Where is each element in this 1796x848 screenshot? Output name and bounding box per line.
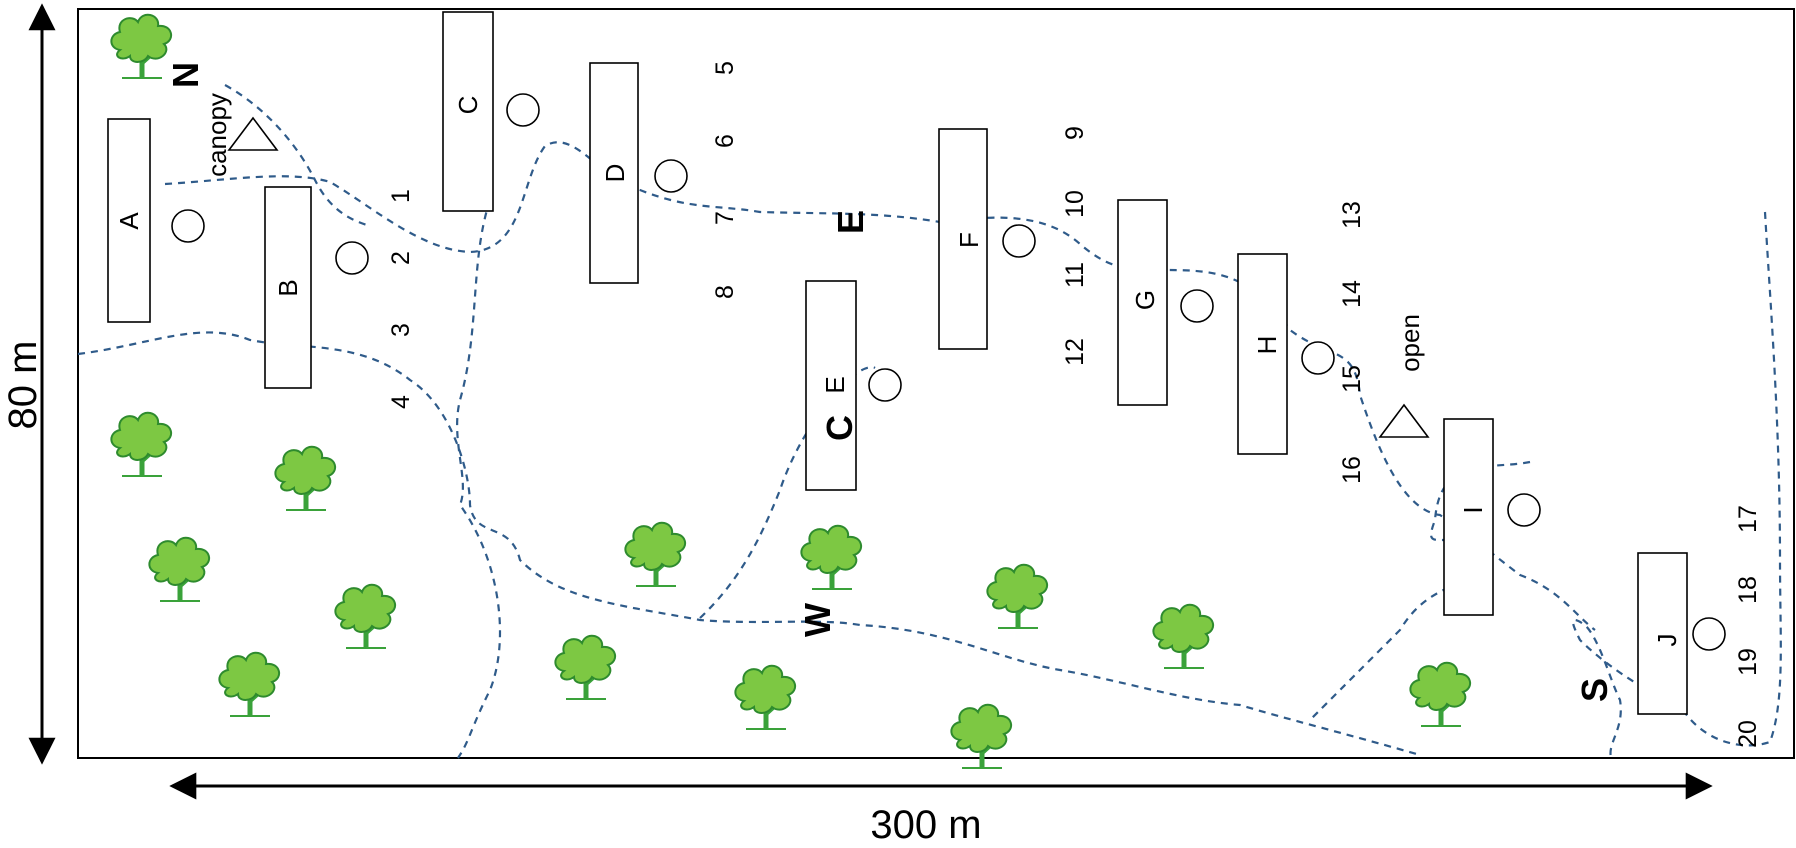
tree-icon xyxy=(553,634,617,701)
point-number: 7 xyxy=(711,211,739,225)
tree-icon xyxy=(1151,603,1215,670)
point-number: 11 xyxy=(1061,262,1089,288)
tree-icon xyxy=(217,651,281,718)
direction-south: S xyxy=(1574,678,1615,702)
point-number: 16 xyxy=(1338,456,1366,484)
tree-icon xyxy=(1408,661,1472,728)
plot-rect xyxy=(805,280,857,491)
width-label: 300 m xyxy=(870,803,981,847)
plot-rect xyxy=(442,11,494,212)
tree-icon xyxy=(333,583,397,650)
plot-rect xyxy=(938,128,988,350)
study-area-boundary xyxy=(77,8,1795,759)
plot-rect xyxy=(1117,199,1168,406)
plot-label-d: D xyxy=(600,164,630,183)
trail-path xyxy=(456,199,502,759)
circle-marker-icon xyxy=(171,209,205,243)
tree-icon xyxy=(109,13,173,80)
direction-center: C xyxy=(819,415,860,441)
point-number: 13 xyxy=(1338,201,1366,229)
direction-west: W xyxy=(797,603,838,637)
direction-north: N xyxy=(165,62,206,88)
point-number: 9 xyxy=(1061,126,1089,140)
tree-icon xyxy=(623,521,687,588)
point-number: 8 xyxy=(711,285,739,299)
plots xyxy=(107,11,1688,715)
circle-markers xyxy=(171,93,1726,651)
point-number: 4 xyxy=(387,395,415,409)
circle-marker-icon xyxy=(654,159,688,193)
height-label: 80 m xyxy=(1,341,45,430)
trail-path xyxy=(224,84,371,228)
plot-label-f: F xyxy=(954,232,984,248)
trail-path xyxy=(1572,211,1782,761)
point-number: 3 xyxy=(387,323,415,337)
plot-label-c: C xyxy=(453,96,483,115)
tree-icon xyxy=(147,536,211,603)
plot-label-j: J xyxy=(1652,634,1682,647)
point-number: 18 xyxy=(1734,576,1762,604)
point-number: 1 xyxy=(387,189,415,203)
point-number: 15 xyxy=(1338,365,1366,393)
point-number: 5 xyxy=(711,61,739,75)
plot-labels: A B C D E F G H I J xyxy=(114,96,1682,647)
point-numbers: 1 2 3 4 5 6 7 8 9 10 11 12 13 14 15 16 1… xyxy=(387,61,1762,748)
triangle-marker-icon xyxy=(1378,403,1430,438)
triangle-marker-icon xyxy=(227,116,279,151)
open-label: open xyxy=(1395,314,1425,372)
tree-icon xyxy=(273,445,337,512)
direction-east: E xyxy=(830,210,871,234)
circle-marker-icon xyxy=(1002,224,1036,258)
trails xyxy=(77,84,1782,761)
point-number: 12 xyxy=(1061,338,1089,366)
circle-marker-icon xyxy=(1301,341,1335,375)
point-number: 20 xyxy=(1734,720,1762,748)
point-number: 17 xyxy=(1734,505,1762,533)
canopy-label: canopy xyxy=(202,93,232,177)
circle-marker-icon xyxy=(1180,289,1214,323)
circle-marker-icon xyxy=(335,241,369,275)
plot-rect xyxy=(1637,552,1688,715)
circle-marker-icon xyxy=(1692,617,1726,651)
plot-label-e: E xyxy=(820,376,850,393)
plot-rect xyxy=(107,118,151,323)
plot-label-i: I xyxy=(1458,506,1488,513)
point-number: 14 xyxy=(1338,280,1366,308)
point-number: 19 xyxy=(1734,648,1762,676)
trail-path xyxy=(77,331,1421,757)
plot-label-h: H xyxy=(1252,336,1282,355)
circle-marker-icon xyxy=(1507,493,1541,527)
plot-rect xyxy=(1237,253,1288,455)
point-number: 6 xyxy=(711,134,739,148)
plot-rect xyxy=(1443,418,1494,616)
circle-marker-icon xyxy=(506,93,540,127)
tree-icon xyxy=(109,411,173,478)
tree-icon xyxy=(733,664,797,731)
direction-labels: N E C W S xyxy=(165,62,1615,702)
plot-rect xyxy=(589,62,639,284)
tree-icon xyxy=(985,563,1049,630)
plot-label-g: G xyxy=(1130,290,1160,310)
plot-rect xyxy=(264,186,312,389)
circle-marker-icon xyxy=(868,368,902,402)
point-number: 10 xyxy=(1061,190,1089,218)
plot-label-b: B xyxy=(273,279,303,296)
point-number: 2 xyxy=(387,251,415,265)
tree-icon xyxy=(799,524,863,591)
plot-label-a: A xyxy=(114,212,144,230)
